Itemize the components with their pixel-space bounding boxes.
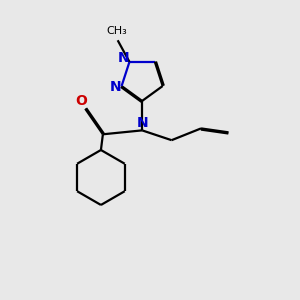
Text: O: O [75,94,87,108]
Text: N: N [136,116,148,130]
Text: N: N [118,51,129,65]
Text: N: N [110,80,122,94]
Text: CH₃: CH₃ [106,26,127,36]
